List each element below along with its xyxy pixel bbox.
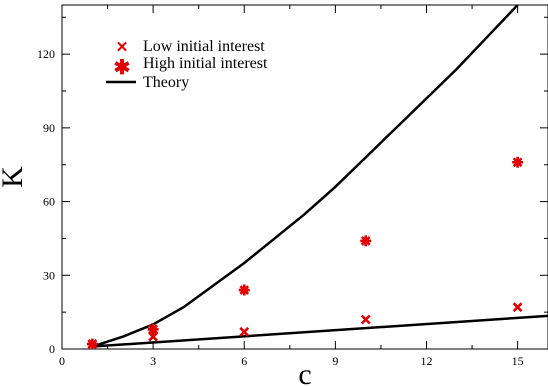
y-tick-label: 30 bbox=[43, 268, 55, 282]
low-interest-point bbox=[512, 302, 523, 313]
data-points bbox=[86, 156, 524, 349]
x-tick-label: 0 bbox=[59, 354, 65, 368]
low-interest-point bbox=[360, 314, 371, 325]
high-interest-point bbox=[360, 235, 372, 247]
theory-line-3 bbox=[92, 314, 548, 348]
theory-line-2 bbox=[91, 5, 519, 348]
x-tick-label: 6 bbox=[241, 354, 247, 368]
legend-marker-low-interest: ✕ bbox=[116, 40, 129, 56]
y-axis-label: K bbox=[0, 166, 29, 188]
legend-marker-high-interest: ✱ bbox=[114, 57, 131, 79]
x-tick-label: 3 bbox=[150, 354, 156, 368]
theory-curves bbox=[91, 5, 548, 348]
y-tick-label: 90 bbox=[43, 121, 55, 135]
high-interest-point bbox=[147, 323, 159, 335]
y-tick-label: 60 bbox=[43, 195, 55, 209]
x-tick-label: 12 bbox=[421, 354, 433, 368]
low-interest-point bbox=[148, 331, 159, 342]
low-interest-point bbox=[239, 326, 250, 337]
axis-ticks: 0 3 6 9 12 15 0 30 60 90 120 bbox=[37, 5, 548, 368]
legend: ✕ Low initial interest ✱ High initial in… bbox=[106, 38, 268, 91]
y-tick-label: 120 bbox=[37, 47, 55, 61]
x-tick-label: 15 bbox=[512, 354, 524, 368]
high-interest-point bbox=[238, 284, 250, 296]
high-interest-point bbox=[86, 338, 98, 349]
x-axis-label: c bbox=[298, 358, 311, 386]
plot-frame bbox=[61, 4, 548, 350]
legend-label-theory: Theory bbox=[143, 74, 189, 91]
high-interest-point bbox=[512, 156, 524, 168]
legend-label-high-interest: High initial interest bbox=[143, 55, 268, 72]
y-tick-label: 0 bbox=[49, 342, 55, 356]
x-tick-label: 9 bbox=[332, 354, 338, 368]
legend-label-low-interest: Low initial interest bbox=[143, 38, 265, 55]
